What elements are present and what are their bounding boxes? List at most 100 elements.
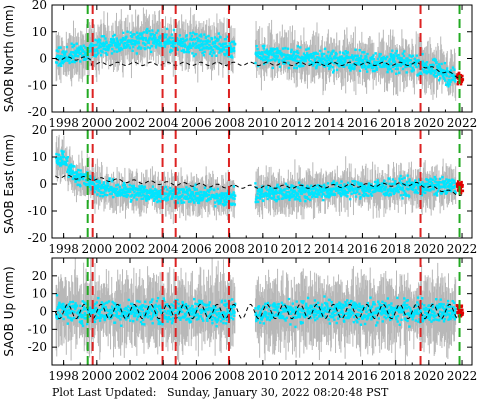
data-point: [88, 306, 92, 309]
data-point: [364, 189, 368, 192]
data-point: [105, 40, 108, 43]
data-point: [327, 50, 330, 54]
data-point: [380, 190, 384, 193]
data-point: [75, 59, 78, 62]
data-point: [334, 56, 337, 59]
data-point: [70, 319, 74, 322]
data-point: [69, 167, 73, 170]
data-point: [325, 191, 329, 194]
data-point: [326, 61, 330, 65]
data-point: [151, 37, 155, 40]
data-point: [441, 73, 445, 77]
data-point: [345, 186, 349, 189]
data-point: [217, 202, 220, 205]
data-point: [102, 41, 105, 45]
data-point: [130, 35, 134, 39]
data-point: [375, 68, 378, 71]
data-point: [165, 27, 169, 31]
data-point: [66, 309, 69, 313]
data-point: [438, 180, 441, 184]
data-point: [155, 195, 158, 198]
data-point: [435, 191, 439, 194]
data-point: [110, 185, 113, 189]
data-point: [85, 316, 88, 320]
data-point: [327, 56, 330, 60]
data-point: [74, 52, 78, 55]
data-point: [297, 186, 300, 190]
data-point: [110, 44, 113, 47]
data-point: [83, 307, 87, 310]
data-point: [276, 191, 280, 195]
data-point: [417, 183, 420, 186]
data-point: [221, 194, 224, 197]
data-point: [220, 192, 223, 195]
data-point: [77, 49, 81, 52]
x-tick-label: 2000: [82, 116, 113, 130]
data-point: [280, 55, 283, 58]
data-point: [260, 188, 263, 191]
chart-panel-1: 1998 2000 2002 2004 2006 2008 2010 2012 2014 2016…: [2, 0, 477, 130]
data-point: [101, 307, 104, 310]
data-point: [93, 191, 96, 194]
recent-point: [459, 82, 463, 86]
data-point: [453, 68, 456, 71]
data-point: [191, 191, 194, 194]
data-point: [277, 60, 281, 64]
data-point: [202, 195, 205, 199]
data-point: [313, 52, 316, 56]
data-point: [294, 196, 298, 199]
data-point: [80, 309, 83, 313]
data-point: [351, 54, 354, 57]
data-point: [256, 196, 259, 199]
data-point: [335, 182, 339, 185]
data-point: [363, 64, 367, 68]
y-tick-label: -10: [28, 78, 47, 92]
data-point: [186, 189, 189, 192]
data-point: [353, 64, 356, 67]
data-point: [80, 172, 83, 175]
data-point: [131, 186, 135, 190]
data-point: [92, 309, 96, 312]
data-point: [276, 51, 280, 55]
data-point: [119, 318, 122, 321]
data-point: [166, 41, 169, 44]
data-point: [78, 47, 81, 51]
data-point: [338, 65, 341, 68]
data-point: [210, 37, 214, 41]
data-point: [340, 186, 344, 189]
data-point: [224, 197, 228, 201]
data-point: [397, 54, 400, 57]
data-point: [102, 47, 105, 51]
data-point: [182, 201, 186, 204]
data-point: [304, 189, 308, 193]
data-point: [114, 304, 117, 308]
data-point: [141, 197, 145, 200]
data-point: [391, 49, 394, 52]
data-point: [407, 195, 411, 198]
data-point: [193, 33, 197, 36]
data-point: [100, 308, 103, 311]
data-point: [438, 72, 441, 75]
data-point: [219, 199, 223, 202]
data-point: [112, 35, 115, 38]
data-point: [130, 184, 134, 188]
data-point: [326, 189, 329, 193]
data-point: [187, 200, 191, 203]
data-point: [403, 190, 406, 193]
data-point: [275, 198, 279, 202]
data-point: [106, 184, 110, 187]
data-point: [59, 46, 62, 49]
data-point: [272, 52, 275, 55]
data-point: [98, 181, 101, 185]
data-point: [121, 191, 124, 194]
data-point: [265, 50, 268, 53]
data-point: [292, 52, 295, 55]
data-point: [55, 61, 59, 64]
recent-point: [460, 74, 464, 78]
data-point: [411, 188, 415, 191]
data-point: [265, 48, 269, 51]
data-point: [445, 74, 448, 78]
data-point: [288, 198, 291, 202]
data-point: [172, 45, 176, 49]
data-point: [395, 54, 399, 58]
